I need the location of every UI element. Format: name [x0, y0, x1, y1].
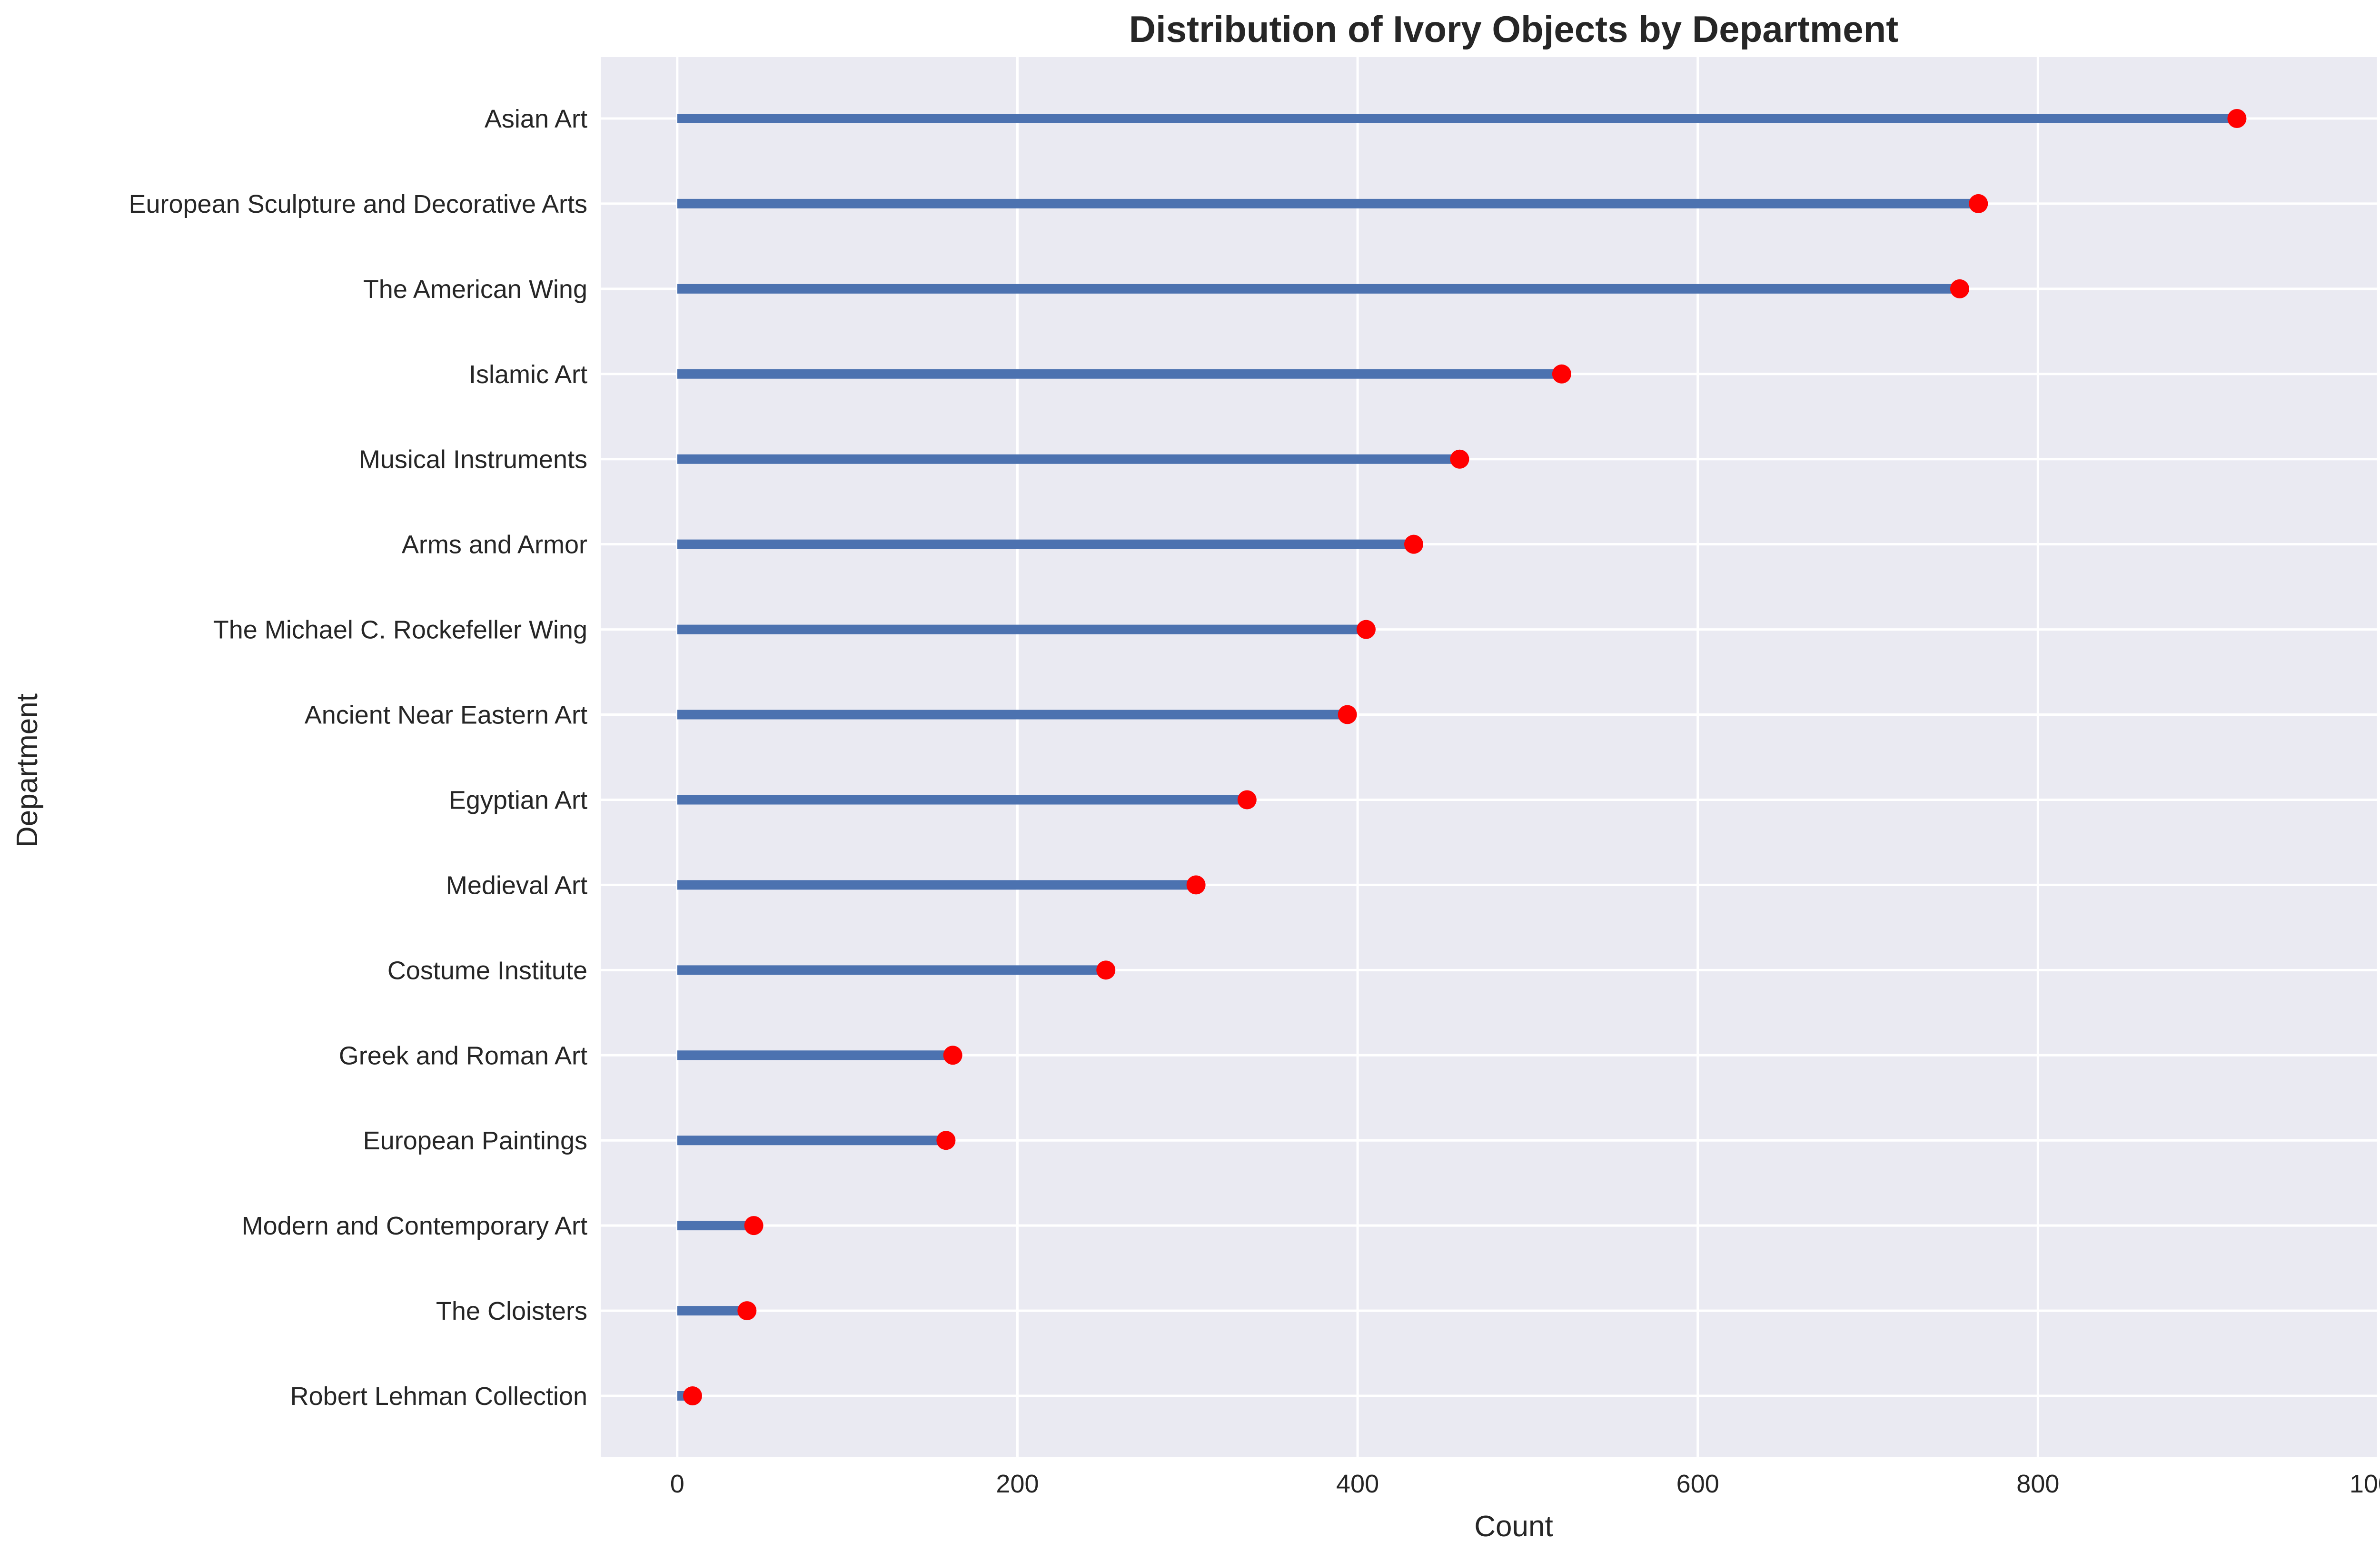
- y-tick-label: European Paintings: [363, 1126, 587, 1155]
- y-axis-label: Department: [11, 693, 44, 848]
- y-tick-label: The Cloisters: [436, 1297, 587, 1325]
- y-tick-label: Musical Instruments: [359, 445, 587, 474]
- y-tick-label: Costume Institute: [387, 956, 587, 985]
- x-tick-label: 400: [1336, 1470, 1379, 1498]
- lollipop-marker: [1096, 960, 1116, 980]
- lollipop-marker: [2227, 109, 2247, 128]
- x-tick-label: 200: [996, 1470, 1039, 1498]
- lollipop-marker: [936, 1131, 956, 1150]
- x-axis-label: Count: [1474, 1510, 1553, 1543]
- stems: [677, 114, 2237, 1401]
- lollipop-marker: [683, 1386, 702, 1405]
- y-tick-label: European Sculpture and Decorative Arts: [129, 190, 587, 218]
- lollipop-marker: [1404, 534, 1423, 554]
- x-tick-label: 600: [1676, 1470, 1719, 1498]
- y-tick-label: Ancient Near Eastern Art: [305, 701, 587, 730]
- y-tick-label: Egyptian Art: [449, 786, 587, 814]
- y-tick-label: Asian Art: [485, 105, 587, 133]
- lollipop-marker: [943, 1046, 962, 1065]
- chart-title: Distribution of Ivory Objects by Departm…: [1129, 8, 1899, 50]
- y-tick-label: The Michael C. Rockefeller Wing: [213, 616, 587, 644]
- lollipop-marker: [1186, 875, 1206, 895]
- lollipop-marker: [737, 1301, 757, 1321]
- y-tick-labels: Asian Art European Sculpture and Decorati…: [129, 105, 587, 1411]
- x-tick-label: 1000: [2350, 1470, 2380, 1498]
- y-tick-label: Modern and Contemporary Art: [242, 1212, 587, 1240]
- lollipop-marker: [1356, 620, 1376, 639]
- lollipop-marker: [1338, 705, 1357, 724]
- lollipop-marker: [1237, 790, 1257, 810]
- y-tick-label: Robert Lehman Collection: [290, 1382, 587, 1411]
- y-tick-label: Arms and Armor: [402, 531, 587, 559]
- y-tick-label: Greek and Roman Art: [339, 1041, 587, 1070]
- lollipop-marker: [1552, 364, 1571, 384]
- x-tick-label: 0: [670, 1470, 684, 1498]
- lollipop-marker: [744, 1216, 764, 1235]
- y-tick-label: Medieval Art: [446, 871, 587, 899]
- lollipop-marker: [1450, 449, 1469, 469]
- plot-area: [601, 57, 2378, 1457]
- x-tick-label: 800: [2016, 1470, 2059, 1498]
- y-tick-label: Islamic Art: [469, 360, 587, 389]
- markers: [683, 109, 2247, 1405]
- y-tick-label: The American Wing: [363, 275, 587, 304]
- lollipop-marker: [1969, 194, 1988, 213]
- lollipop-marker: [1950, 279, 1969, 298]
- x-tick-labels: 0 200 400 600 800 1000: [670, 1470, 2380, 1498]
